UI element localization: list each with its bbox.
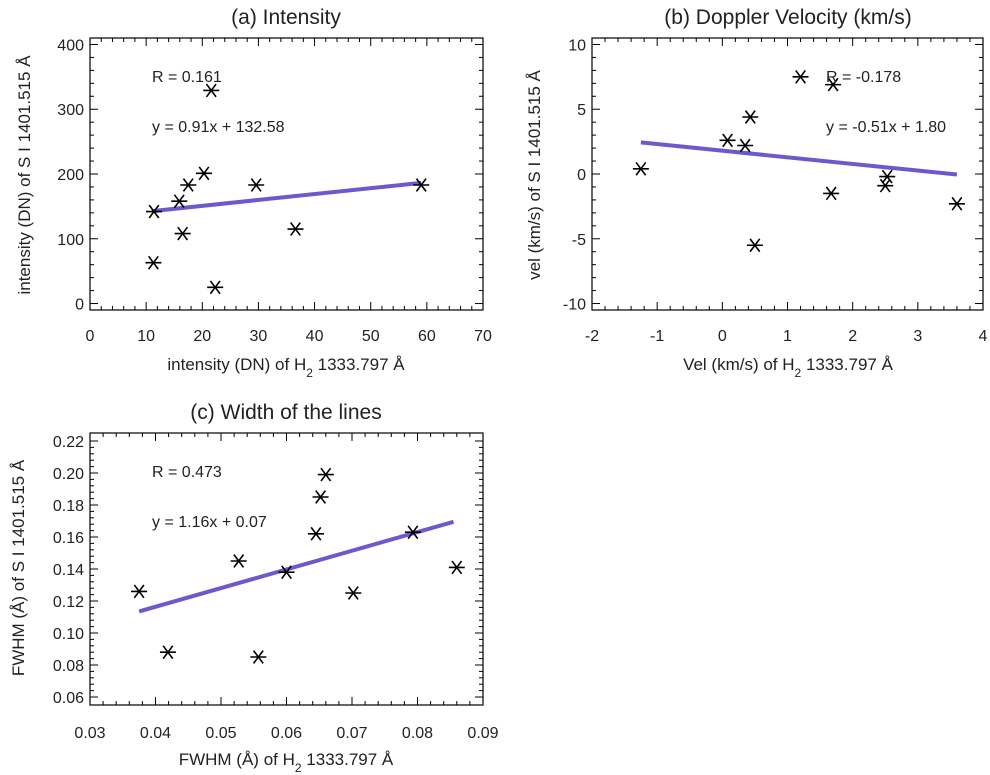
data-point [877, 178, 894, 193]
data-point [207, 280, 224, 295]
x-tick-label: -2 [585, 328, 599, 345]
y-tick-label: 0.10 [53, 626, 84, 643]
data-point [287, 222, 304, 236]
panel-doppler-velocity: (b) Doppler Velocity (km/s) vel (km/s) o… [525, 6, 988, 380]
y-axis-label: FWHM (Å) of S I 1401.515 Å [9, 459, 28, 676]
fit-line [640, 140, 958, 177]
data-point [278, 565, 295, 580]
y-tick-label: 0.12 [53, 594, 84, 611]
x-tick-label: 50 [362, 328, 380, 345]
y-tick-label: 10 [568, 37, 586, 54]
fit-line [138, 519, 455, 614]
y-tick-label: 0 [577, 167, 586, 184]
data-point [746, 238, 763, 253]
plot-frame [591, 37, 984, 311]
y-tick-label: -5 [572, 232, 586, 249]
data-point [823, 186, 840, 201]
x-tick-label: 4 [979, 328, 988, 345]
data-point [145, 255, 162, 270]
data-point [174, 226, 191, 241]
x-tick-label: 20 [193, 328, 211, 345]
data-point [195, 166, 212, 181]
y-axis-label: vel (km/s) of S I 1401.515 Å [525, 69, 544, 279]
y-tick-label: 0.18 [53, 498, 84, 515]
y-tick-label: 0 [75, 297, 84, 314]
correlation-label: R = -0.178 [826, 69, 901, 86]
panel-intensity: (a) Intensity intensity (DN) of S I 1401… [15, 6, 492, 380]
panel-title: (c) Width of the lines [190, 401, 381, 424]
panel-title: (a) Intensity [231, 6, 341, 29]
x-tick-label: 40 [306, 328, 324, 345]
fit-equation-label: y = 0.91x + 132.58 [152, 119, 285, 136]
x-tick-label: 0.08 [402, 725, 433, 742]
x-tick-label: 3 [913, 328, 922, 345]
panel-line-width: (c) Width of the lines FWHM (Å) of S I 1… [9, 401, 499, 775]
data-point [632, 161, 649, 176]
fit-line [153, 180, 422, 213]
y-tick-label: 100 [57, 232, 84, 249]
y-tick-label: 200 [57, 167, 84, 184]
data-point [345, 586, 362, 600]
x-tick-label: 0.07 [336, 725, 367, 742]
data-point [203, 83, 220, 98]
fit-equation-label: y = -0.51x + 1.80 [826, 119, 946, 136]
data-point [307, 526, 324, 541]
correlation-label: R = 0.473 [152, 464, 222, 481]
x-tick-label: -1 [650, 328, 664, 345]
x-axis-label: FWHM (Å) of H2 1333.797 Å [179, 750, 394, 775]
y-axis-label: intensity (DN) of S I 1401.515 Å [15, 55, 34, 295]
data-point [825, 77, 842, 92]
y-tick-label: 5 [577, 102, 586, 119]
y-tick-label: -10 [563, 297, 586, 314]
x-tick-label: 0.09 [467, 725, 498, 742]
y-tick-label: 300 [57, 102, 84, 119]
data-point [792, 69, 809, 84]
x-tick-label: 30 [250, 328, 268, 345]
data-point [737, 138, 754, 153]
data-point [230, 554, 247, 568]
x-tick-label: 70 [474, 328, 492, 345]
y-tick-label: 0.14 [53, 562, 84, 579]
data-point [159, 645, 176, 660]
data-point [180, 178, 197, 192]
data-point [742, 110, 759, 124]
x-tick-label: 0.04 [140, 725, 171, 742]
data-point [413, 178, 430, 192]
x-tick-label: 60 [418, 328, 436, 345]
y-tick-label: 0.20 [53, 466, 84, 483]
x-tick-label: 10 [137, 328, 155, 345]
x-tick-label: 0 [86, 328, 95, 345]
y-tick-label: 400 [57, 37, 84, 54]
data-point [312, 490, 329, 504]
panel-title: (b) Doppler Velocity (km/s) [664, 6, 911, 29]
y-tick-label: 0.06 [53, 690, 84, 707]
data-point [879, 169, 896, 184]
x-tick-label: 1 [783, 328, 792, 345]
data-point [719, 133, 736, 148]
x-axis-label: intensity (DN) of H2 1333.797 Å [167, 355, 405, 380]
x-axis-label: Vel (km/s) of H2 1333.797 Å [683, 355, 894, 380]
data-point [404, 525, 421, 540]
x-tick-label: 0.03 [74, 725, 105, 742]
x-tick-label: 2 [848, 328, 857, 345]
data-point [131, 584, 148, 599]
y-tick-label: 0.08 [53, 658, 84, 675]
x-tick-label: 0 [718, 328, 727, 345]
data-point [248, 178, 265, 192]
y-tick-label: 0.16 [53, 530, 84, 547]
correlation-label: R = 0.161 [152, 69, 222, 86]
data-point [317, 467, 334, 482]
data-point [146, 204, 163, 219]
x-tick-label: 0.06 [271, 725, 302, 742]
data-point [448, 560, 465, 575]
fit-equation-label: y = 1.16x + 0.07 [152, 514, 267, 531]
data-point [250, 650, 267, 664]
x-tick-label: 0.05 [205, 725, 236, 742]
data-point [171, 194, 188, 209]
y-tick-label: 0.22 [53, 434, 84, 451]
data-point [948, 196, 965, 211]
